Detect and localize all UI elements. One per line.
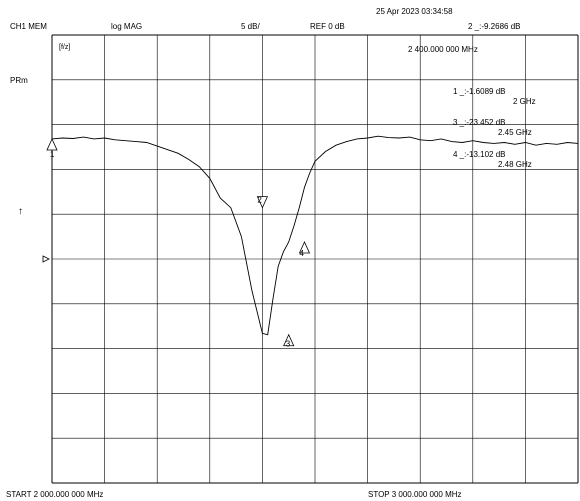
trace-line bbox=[51, 135, 579, 336]
prm-label: PRm bbox=[10, 76, 28, 85]
marker-3-label: 3 bbox=[286, 340, 291, 349]
marker-1-triangle bbox=[46, 138, 58, 151]
channel-label: CH1 MEM bbox=[10, 22, 47, 31]
marker-4-triangle bbox=[298, 241, 311, 254]
marker1-freq: 2 GHz bbox=[513, 97, 536, 106]
marker1-value: 1 _:-1.6089 dB bbox=[453, 87, 506, 96]
reference-label: REF 0 dB bbox=[310, 22, 345, 31]
marker-2-label: 2 bbox=[257, 196, 262, 205]
marker-freq-readout: 2 400.000 000 MHz bbox=[408, 45, 478, 54]
ref-arrow-icon: ↑ bbox=[18, 206, 23, 217]
start-frequency-label: START 2 000.000 000 MHz bbox=[6, 490, 104, 499]
plot-grid bbox=[51, 34, 579, 484]
format-label: log MAG bbox=[111, 22, 143, 31]
scale-label: 5 dB/ bbox=[241, 22, 260, 31]
marker3-value: 3 _:-23.452 dB bbox=[453, 118, 506, 127]
ref-level-arrow-icon bbox=[42, 255, 50, 263]
marker-3-triangle bbox=[283, 333, 295, 347]
stop-frequency-label: STOP 3 000.000 000 MHz bbox=[368, 490, 462, 499]
marker-box-label: [f/z] bbox=[59, 44, 71, 51]
marker-1-label: 1 bbox=[50, 150, 55, 159]
active-marker-readout: 2 _:-9.2686 dB bbox=[468, 22, 521, 31]
marker-group: 1 2 3 4 bbox=[46, 138, 311, 349]
marker4-value: 4 _:-13.102 dB bbox=[453, 150, 506, 159]
marker-2-triangle bbox=[256, 196, 269, 209]
marker-4-label: 4 bbox=[299, 249, 304, 258]
datetime-label: 25 Apr 2023 03:34:58 bbox=[376, 7, 453, 16]
marker4-freq: 2.48 GHz bbox=[498, 160, 532, 169]
marker3-freq: 2.45 GHz bbox=[498, 128, 532, 137]
